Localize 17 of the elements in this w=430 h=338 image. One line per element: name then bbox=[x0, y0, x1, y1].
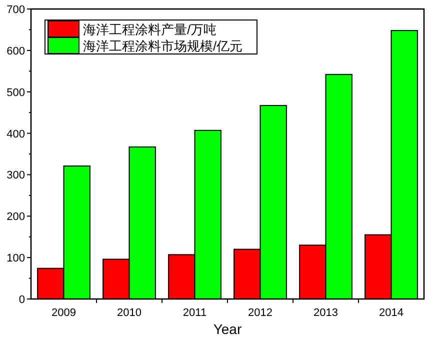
y-tick-label: 500 bbox=[6, 86, 25, 99]
y-tick-label: 700 bbox=[6, 4, 25, 16]
y-tick-label: 100 bbox=[6, 252, 25, 265]
x-tick-label: 2010 bbox=[117, 307, 142, 319]
y-tick-label: 0 bbox=[18, 294, 25, 306]
x-tick-label: 2014 bbox=[379, 307, 404, 319]
y-tick-label: 400 bbox=[6, 128, 25, 140]
legend-label: 海洋工程涂料市场规模/亿元 bbox=[83, 38, 243, 54]
x-tick-label: 2013 bbox=[314, 307, 338, 319]
legend-label: 海洋工程涂料产量/万吨 bbox=[83, 22, 217, 37]
x-tick-label: 2012 bbox=[248, 307, 272, 319]
y-tick-label: 600 bbox=[6, 45, 25, 58]
y-tick-label: 300 bbox=[6, 170, 25, 182]
x-tick-label: 2011 bbox=[182, 307, 207, 319]
y-tick-label: 200 bbox=[6, 211, 25, 224]
x-tick-label: 2009 bbox=[52, 307, 76, 319]
x-axis-title: Year bbox=[213, 321, 242, 337]
